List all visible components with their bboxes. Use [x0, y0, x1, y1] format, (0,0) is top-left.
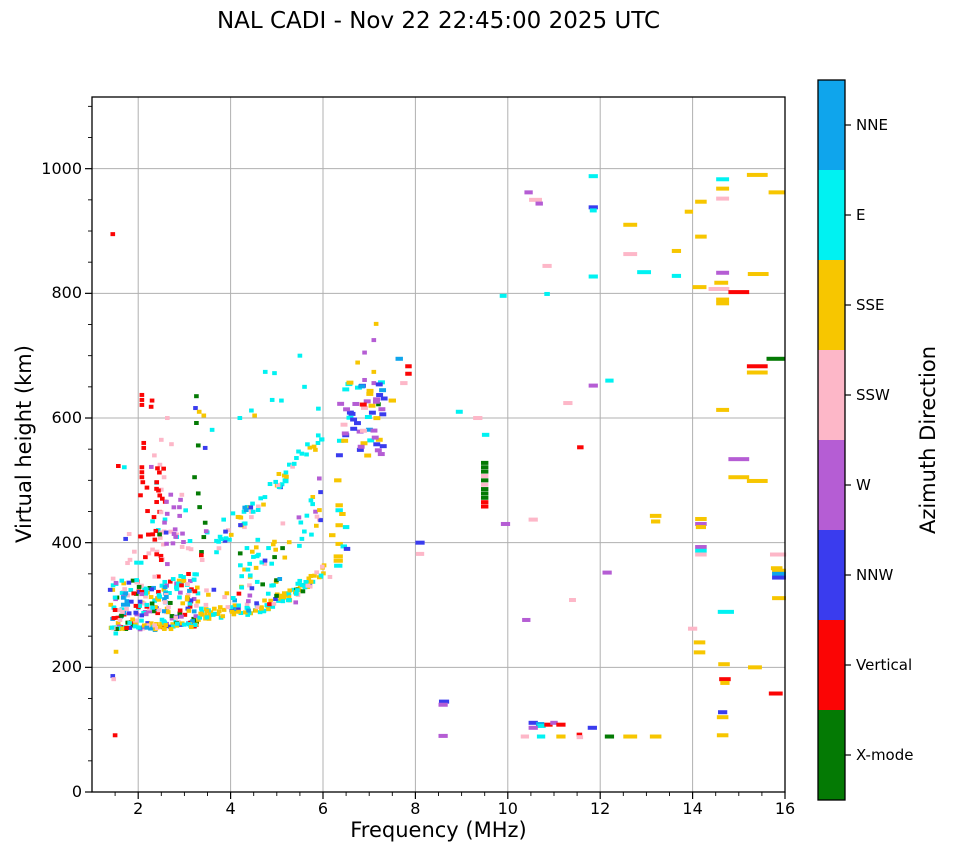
x-tick-label: 2 — [133, 799, 144, 818]
x-tick-label: 4 — [225, 799, 236, 818]
x-tick-label: 16 — [774, 799, 796, 818]
x-tick-label: 10 — [497, 799, 518, 818]
chart-title: NAL CADI - Nov 22 22:45:00 2025 UTC — [216, 8, 661, 34]
colorbar-label-e: E — [856, 206, 866, 224]
y-tick-label: 0 — [71, 782, 82, 801]
colorbar-label-nne: NNE — [856, 116, 888, 134]
colorbar-label-x-mode: X-mode — [856, 746, 914, 764]
y-tick-label: 800 — [51, 283, 82, 303]
colorbar-label-nnw: NNW — [856, 566, 894, 584]
colorbar-title: Azimuth Direction — [916, 345, 940, 535]
y-axis-label: Virtual height (km) — [12, 345, 36, 543]
colorbar-label-vertical: Vertical — [856, 656, 913, 674]
y-tick-label: 400 — [51, 532, 82, 552]
axis-ticks — [85, 105, 786, 799]
data-points-layer — [107, 172, 787, 740]
x-tick-label: 14 — [682, 799, 703, 818]
plot-area — [85, 96, 787, 799]
colorbar — [817, 79, 851, 801]
x-tick-label: 6 — [317, 799, 329, 818]
y-tick-label: 200 — [51, 657, 82, 677]
colorbar-label-w: W — [856, 476, 871, 494]
x-tick-label: 8 — [410, 799, 421, 818]
x-tick-label: 12 — [590, 799, 611, 818]
x-axis-label: Frequency (MHz) — [350, 818, 527, 842]
y-tick-label: 1000 — [41, 158, 82, 178]
y-tick-label: 600 — [51, 408, 82, 427]
grid-lines — [92, 97, 786, 792]
colorbar-label-sse: SSE — [856, 296, 885, 314]
colorbar-label-ssw: SSW — [856, 386, 890, 404]
